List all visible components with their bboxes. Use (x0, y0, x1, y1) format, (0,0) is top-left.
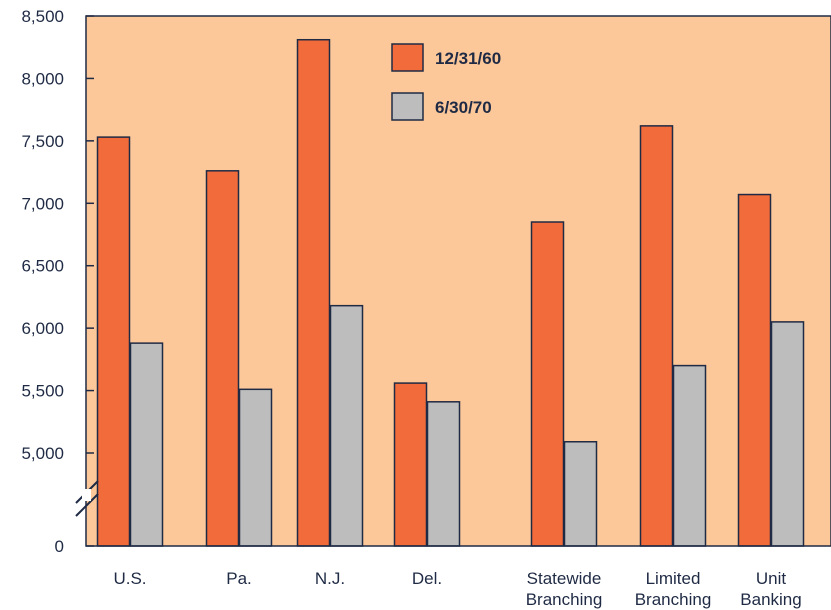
bar-series1-4 (530, 221, 565, 547)
x-category-label: Branching (635, 590, 712, 609)
x-category-label: Del. (412, 569, 442, 588)
bar-series2-1 (238, 388, 273, 547)
y-tick-label: 8,500 (21, 7, 64, 26)
axes (75, 15, 831, 547)
x-category-label: Banking (740, 590, 801, 609)
x-category-label: Unit (756, 569, 787, 588)
bar-series2-3 (426, 401, 461, 547)
y-tick-label: 6,500 (21, 257, 64, 276)
axis-break-gap (82, 489, 91, 501)
y-tick-label: 5,500 (21, 382, 64, 401)
y-tick-label: 6,000 (21, 319, 64, 338)
y-tick-label: 7,500 (21, 132, 64, 151)
x-category-label: N.J. (315, 569, 345, 588)
legend-swatch (391, 92, 424, 121)
bar-series2-4 (563, 441, 598, 547)
axis-break-mark (75, 493, 99, 517)
bar-series1-5 (639, 125, 674, 547)
bar-series2-6 (770, 321, 805, 547)
x-category-label: Branching (526, 590, 603, 609)
plot-frame (85, 15, 831, 547)
x-axis-labels: U.S. Pa. N.J. Del. Statewide Branching Limited… (113, 569, 801, 609)
legend-label: 6/30/70 (435, 98, 492, 117)
x-category-label: Limited (646, 569, 701, 588)
x-category-label: Statewide (527, 569, 602, 588)
y-axis-ticks: 5,000 5,500 6,000 6,500 7,000 7,500 8,000 8,500… (21, 7, 94, 556)
bar-series2-5 (672, 364, 707, 547)
x-category-label: U.S. (113, 569, 146, 588)
bar-series2-0 (129, 342, 164, 547)
bar-group (96, 38, 805, 547)
y-tick-label: 7,000 (21, 194, 64, 213)
y-tick-label: 8,000 (21, 69, 64, 88)
bar-series1-0 (96, 136, 131, 547)
bar-series1-1 (205, 170, 240, 547)
y-tick-label-zero: 0 (55, 537, 64, 556)
legend: 12/31/60 6/30/70 (391, 43, 501, 121)
bar-series2-2 (329, 304, 364, 547)
x-category-label: Pa. (226, 569, 252, 588)
y-tick-label: 5,000 (21, 444, 64, 463)
bar-series1-2 (296, 38, 331, 547)
legend-swatch (391, 43, 424, 72)
bar-series1-3 (393, 382, 428, 547)
bar-series1-6 (737, 193, 772, 547)
legend-label: 12/31/60 (435, 49, 501, 68)
